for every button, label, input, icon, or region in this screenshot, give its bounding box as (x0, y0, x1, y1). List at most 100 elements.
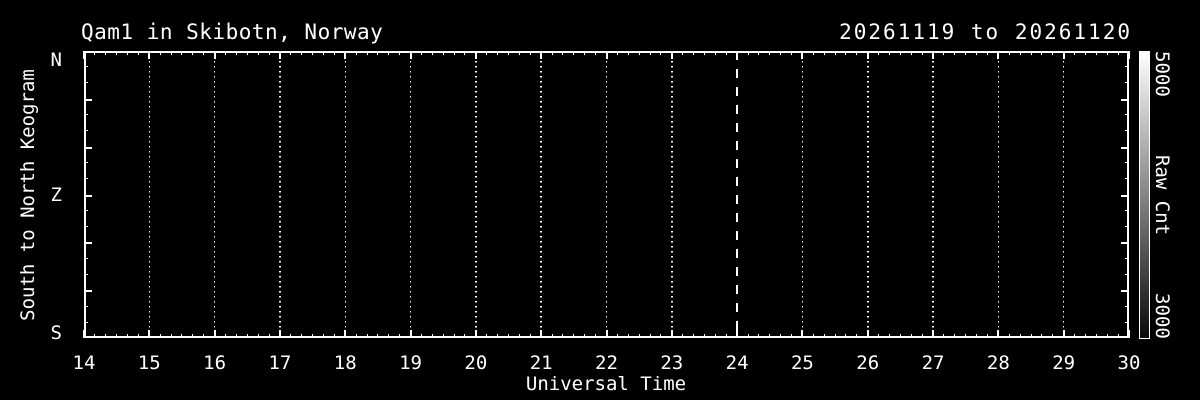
x-minor-tick (1095, 51, 1097, 55)
x-major-tick (801, 330, 804, 338)
x-minor-tick (1106, 51, 1108, 55)
x-minor-tick (181, 334, 183, 338)
x-major-tick (213, 330, 216, 338)
x-minor-tick (1117, 51, 1119, 55)
x-minor-tick (1095, 334, 1097, 338)
x-minor-tick (747, 334, 749, 338)
y-major-tick (1121, 242, 1129, 245)
y-minor-tick (1125, 162, 1129, 164)
y-major-tick (1121, 98, 1129, 101)
x-minor-tick (910, 334, 912, 338)
x-major-tick (474, 330, 477, 338)
x-minor-tick (137, 51, 139, 55)
x-minor-tick (878, 334, 880, 338)
x-minor-tick (595, 51, 597, 55)
x-minor-tick (889, 334, 891, 338)
x-minor-tick (627, 334, 629, 338)
x-minor-tick (246, 334, 248, 338)
x-minor-tick (747, 51, 749, 55)
y-major-tick (84, 336, 92, 338)
x-minor-tick (725, 51, 727, 55)
colorbar-max-label: 5000 (1151, 51, 1173, 97)
x-minor-tick (965, 334, 967, 338)
x-minor-tick (170, 334, 172, 338)
x-major-tick (801, 51, 804, 59)
x-minor-tick (758, 51, 760, 55)
x-minor-tick (823, 51, 825, 55)
x-minor-tick (529, 334, 531, 338)
x-minor-tick (910, 51, 912, 55)
x-minor-tick (703, 334, 705, 338)
x-minor-tick (627, 51, 629, 55)
x-minor-tick (497, 334, 499, 338)
x-minor-tick (856, 51, 858, 55)
x-minor-tick (616, 334, 618, 338)
x-major-tick (278, 51, 281, 59)
x-minor-tick (486, 334, 488, 338)
x-minor-tick (203, 51, 205, 55)
x-minor-tick (638, 334, 640, 338)
x-minor-tick (453, 334, 455, 338)
x-minor-tick (780, 334, 782, 338)
x-minor-tick (616, 51, 618, 55)
y-major-tick (84, 242, 92, 245)
x-major-tick (278, 330, 281, 338)
x-minor-tick (714, 51, 716, 55)
x-minor-tick (399, 334, 401, 338)
x-major-tick (344, 330, 347, 338)
x-minor-tick (366, 51, 368, 55)
x-major-tick (148, 330, 151, 338)
x-minor-tick (649, 51, 651, 55)
x-tick-label: 19 (399, 352, 422, 374)
hour-gridline (671, 51, 673, 338)
x-minor-tick (1074, 51, 1076, 55)
x-minor-tick (116, 334, 118, 338)
x-major-tick (670, 51, 673, 59)
colorbar-gradient (1139, 51, 1150, 339)
x-major-tick (409, 330, 412, 338)
x-minor-tick (486, 51, 488, 55)
x-tick-label: 30 (1117, 352, 1141, 374)
y-major-tick (84, 194, 92, 197)
x-minor-tick (976, 51, 978, 55)
x-minor-tick (791, 334, 793, 338)
x-tick-label: 27 (921, 352, 945, 374)
y-minor-tick (1125, 257, 1129, 259)
x-major-tick (605, 51, 608, 59)
x-minor-tick (529, 51, 531, 55)
x-major-tick (83, 330, 85, 338)
x-minor-tick (192, 51, 194, 55)
x-minor-tick (290, 334, 292, 338)
x-minor-tick (399, 51, 401, 55)
x-minor-tick (769, 334, 771, 338)
x-minor-tick (333, 334, 335, 338)
y-minor-tick (84, 225, 88, 227)
y-minor-tick (84, 130, 88, 132)
x-minor-tick (965, 51, 967, 55)
x-minor-tick (1008, 334, 1010, 338)
y-major-tick (1121, 336, 1129, 338)
y-minor-tick (84, 305, 88, 307)
x-minor-tick (464, 334, 466, 338)
x-minor-tick (780, 51, 782, 55)
x-minor-tick (1052, 51, 1054, 55)
y-minor-tick (1125, 305, 1129, 307)
x-minor-tick (943, 51, 945, 55)
x-minor-tick (1041, 334, 1043, 338)
date-range-label: 20261119 to 20261120 (839, 20, 1132, 44)
x-minor-tick (1030, 334, 1032, 338)
x-minor-tick (693, 334, 695, 338)
x-minor-tick (1117, 334, 1119, 338)
x-minor-tick (584, 51, 586, 55)
x-minor-tick (551, 51, 553, 55)
hour-gridline (409, 51, 412, 338)
x-minor-tick (693, 51, 695, 55)
x-minor-tick (420, 334, 422, 338)
x-tick-label: 17 (268, 352, 292, 374)
x-major-tick (932, 51, 935, 59)
x-major-tick (670, 330, 673, 338)
x-minor-tick (235, 334, 237, 338)
x-major-tick (1062, 330, 1065, 338)
x-major-tick (148, 51, 151, 59)
